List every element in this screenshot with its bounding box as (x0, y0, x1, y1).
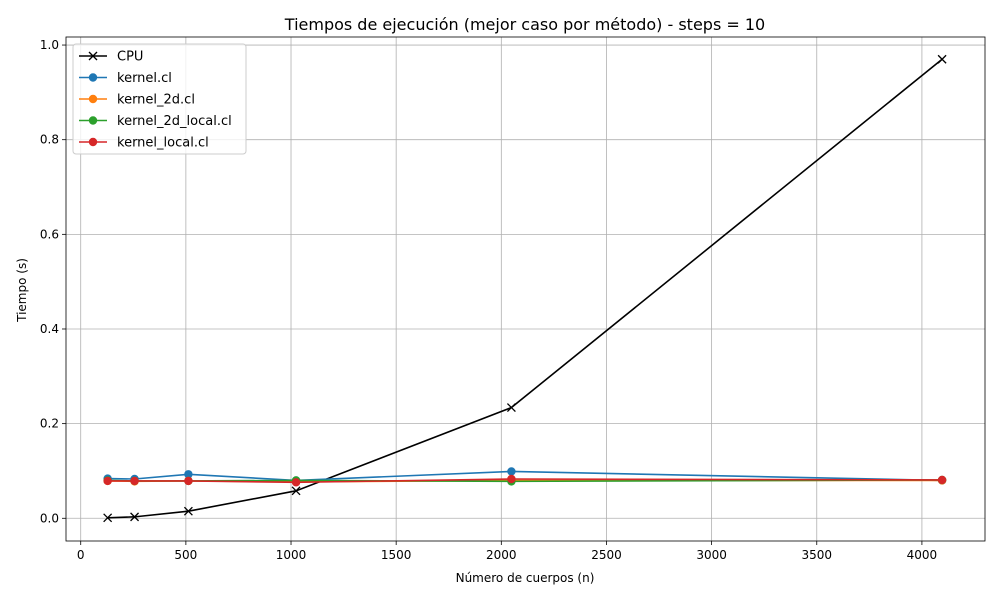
legend-label: kernel_local.cl (117, 136, 209, 151)
legend-label: CPU (117, 50, 143, 65)
legend-swatch-marker (88, 51, 98, 61)
data-point-cpu (506, 403, 516, 413)
legend-label: kernel.cl (117, 71, 172, 86)
data-point-kernel-cl (507, 467, 516, 476)
y-tick-label: 0.4 (40, 322, 59, 336)
data-point-kernel-local-cl (937, 475, 947, 485)
x-axis-label: Número de cuerpos (n) (456, 571, 595, 585)
series-kernel-local-cl (103, 474, 947, 487)
x-tick-label: 2000 (486, 548, 517, 562)
legend-entry: kernel_2d_local.cl (79, 114, 232, 129)
x-tick-label: 3500 (801, 548, 832, 562)
axis-ticks: 0 500 1000 1500 2000 2500 3000 3500 4000 0.0 0.2 0.… (40, 38, 937, 562)
grid (66, 37, 985, 541)
series-line-kernel-local-cl (107, 478, 943, 484)
data-point-kernel-local-cl (291, 478, 301, 487)
legend-entry: CPU (79, 50, 143, 65)
x-tick-label: 1000 (276, 548, 307, 562)
legend-box (72, 43, 247, 155)
data-point-cpu (130, 512, 140, 522)
legend-swatch-marker (88, 137, 98, 147)
data-point-cpu (103, 513, 113, 523)
x-tick-label: 3000 (696, 548, 727, 562)
data-point-cpu (183, 506, 193, 516)
legend-swatch-marker (88, 116, 98, 125)
legend-swatch-marker (88, 73, 98, 82)
legend-entry: kernel.cl (79, 71, 172, 86)
y-axis-label: Tiempo (s) (15, 258, 29, 323)
x-tick-label: 0 (77, 548, 85, 562)
data-point-kernel-local-cl (184, 476, 193, 486)
plot-frame (65, 36, 986, 542)
y-tick-label: 0.0 (40, 511, 59, 525)
legend-label: kernel_2d.cl (117, 93, 195, 108)
y-tick-label: 0.6 (40, 227, 59, 241)
data-point-kernel-local-cl (507, 474, 516, 484)
data-point-cpu (937, 54, 947, 64)
series-line-kernel-cl (107, 470, 943, 482)
chart-title: Tiempos de ejecución (mejor caso por mét… (284, 15, 765, 34)
y-tick-label: 1.0 (40, 38, 59, 52)
x-tick-label: 1500 (381, 548, 412, 562)
series-cpu (103, 54, 947, 523)
series-line-cpu (107, 58, 943, 519)
legend-entry: kernel_local.cl (79, 136, 209, 151)
data-point-kernel-cl (184, 470, 193, 479)
series-group (103, 54, 947, 523)
data-point-cpu (291, 486, 301, 496)
data-point-kernel-local-cl (103, 476, 112, 486)
x-tick-label: 500 (174, 548, 197, 562)
data-point-kernel-local-cl (130, 476, 139, 486)
legend-label: kernel_2d_local.cl (117, 114, 232, 129)
x-tick-label: 2500 (591, 548, 622, 562)
legend-swatch-marker (88, 94, 98, 104)
legend: CPU kernel.cl kernel_2d.cl kernel_2d_local.… (72, 43, 247, 155)
x-tick-label: 4000 (907, 548, 938, 562)
y-tick-label: 0.2 (40, 417, 59, 431)
legend-entry: kernel_2d.cl (79, 93, 195, 108)
y-tick-label: 0.8 (40, 133, 59, 147)
